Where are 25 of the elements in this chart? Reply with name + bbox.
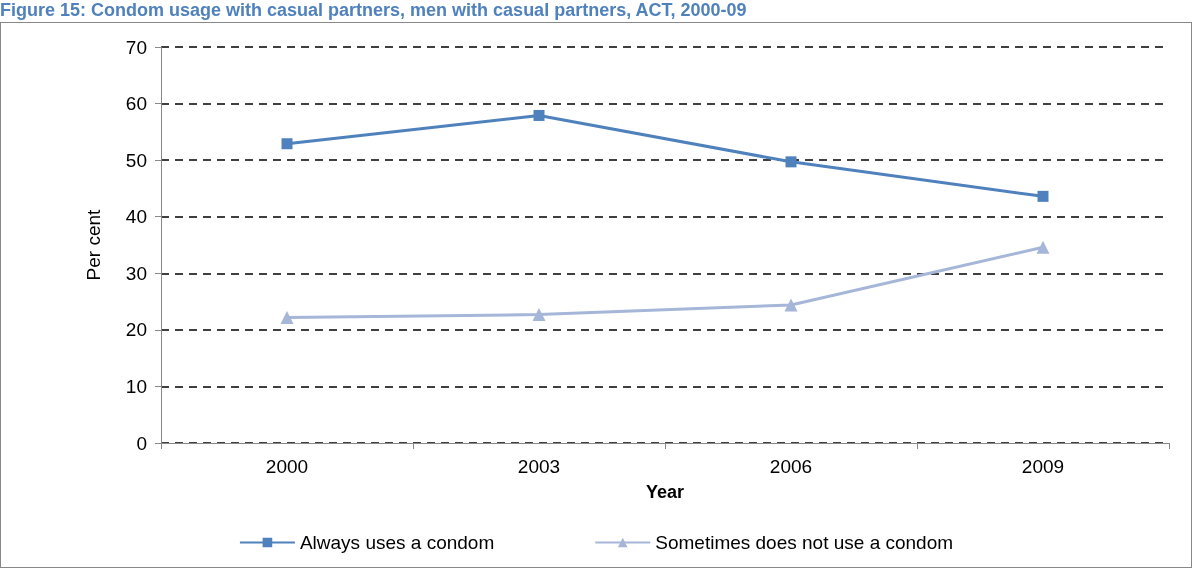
point	[533, 109, 545, 121]
y-tick-label: 60	[125, 93, 147, 115]
y-tick-label: 40	[125, 206, 147, 228]
point	[532, 308, 546, 322]
y-tick-label: 20	[125, 319, 147, 341]
y-tick-label: 70	[125, 36, 147, 58]
chart-title: Figure 15: Condom usage with casual partners, men with casual partners, ACT, 2000-09	[0, 0, 748, 20]
y-tick-label: 0	[136, 432, 147, 454]
point	[281, 138, 293, 150]
point	[784, 298, 798, 312]
x-tick-label: 2006	[769, 456, 813, 477]
x-tick-label: 2000	[265, 456, 309, 477]
legend-label: Sometimes does not use a condom	[655, 532, 954, 553]
x-tick-label: 2009	[1021, 456, 1065, 477]
legend-label: Always uses a condom	[299, 532, 495, 553]
y-tick-label: 10	[125, 375, 147, 397]
y-axis-title: Per cent	[83, 208, 104, 281]
point	[1036, 240, 1050, 254]
y-tick-label: 30	[125, 262, 147, 284]
point	[785, 156, 797, 168]
y-tick-label: 50	[125, 149, 147, 171]
x-tick-label: 2003	[517, 456, 561, 477]
x-axis-title: Year	[645, 482, 685, 502]
point	[1037, 190, 1049, 202]
point	[280, 310, 294, 324]
